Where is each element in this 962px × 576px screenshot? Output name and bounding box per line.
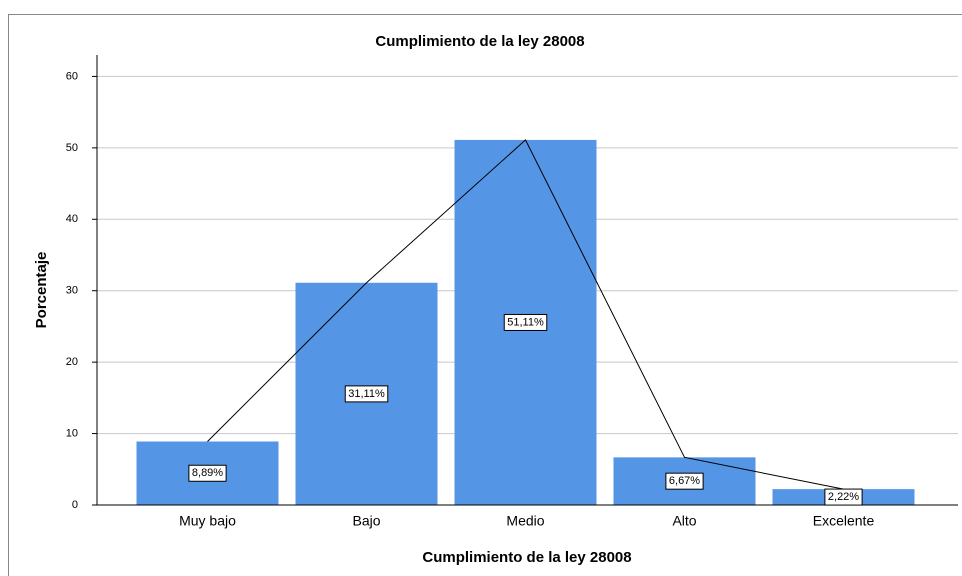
value-label: 8,89% [192,467,223,479]
y-tick-label: 40 [66,213,78,225]
x-tick-label: Muy bajo [179,513,236,529]
value-label-box [188,464,227,482]
y-tick-label: 0 [72,499,78,511]
x-tick-label: Medio [506,513,544,529]
value-label: 6,67% [669,475,700,487]
x-tick-label: Excelente [813,513,875,529]
value-label-box [503,313,548,331]
x-tick-label: Alto [672,513,696,529]
chart-frame [8,14,962,576]
value-label-box [665,472,704,490]
chart-title: Cumplimiento de la ley 28008 [375,33,584,50]
y-tick-label: 20 [66,356,78,368]
value-label: 2,22% [828,491,859,503]
x-tick-label: Bajo [352,513,380,529]
y-tick-label: 60 [66,70,78,82]
x-axis-label: Cumplimiento de la ley 28008 [422,549,631,566]
y-axis-label: Porcentaje [33,252,50,329]
polygon-line [207,139,844,490]
value-label-box [344,385,389,403]
value-label: 51,11% [507,316,544,328]
value-label: 31,11% [348,388,385,400]
y-tick-label: 10 [66,427,78,439]
value-label-box [824,488,863,506]
y-tick-label: 30 [66,285,78,297]
y-tick-label: 50 [66,142,78,154]
